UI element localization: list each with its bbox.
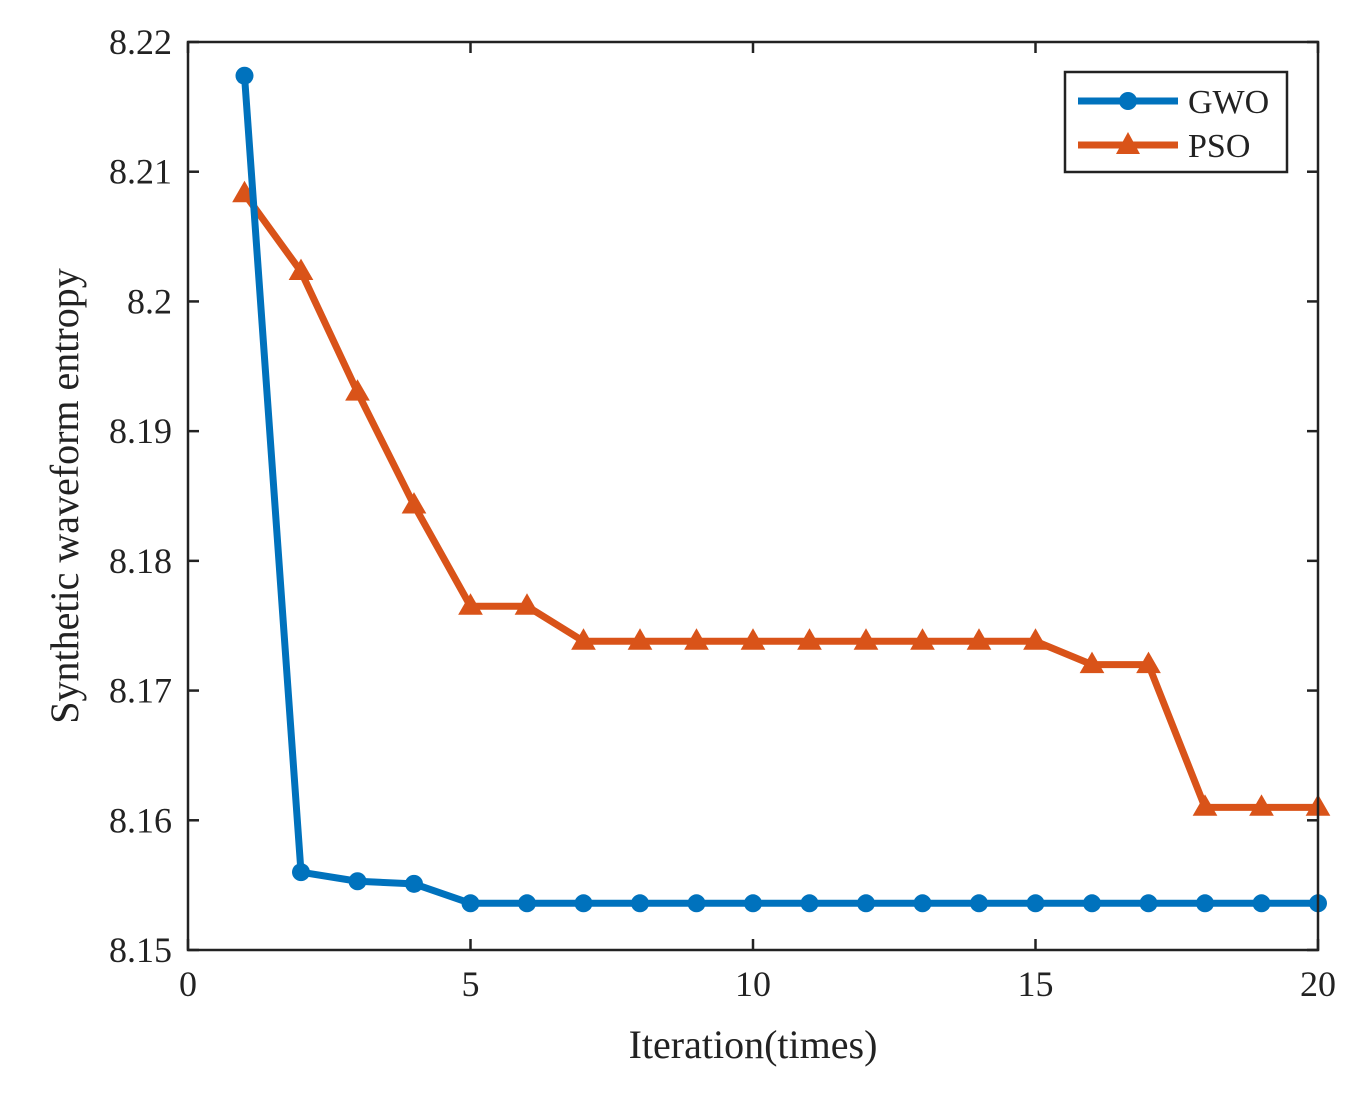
y-tick-label: 8.19: [109, 411, 172, 451]
legend-marker-gwo: [1119, 92, 1137, 110]
plot-frame: [186, 40, 1320, 952]
legend-marker-pso: [1116, 132, 1140, 154]
data-point-gwo: [405, 874, 423, 893]
y-tick-label: 8.15: [109, 930, 172, 970]
data-point-pso: [853, 628, 879, 650]
x-tick-label: 10: [735, 964, 771, 1004]
x-tick-label: 0: [179, 964, 197, 1004]
x-tick-label: 20: [1300, 964, 1336, 1004]
y-tick-label: 8.21: [109, 152, 172, 192]
data-point-gwo: [1083, 894, 1101, 913]
y-axis-label: Synthetic waveform entropy: [42, 268, 87, 723]
data-point-pso: [401, 492, 427, 514]
data-point-pso: [1023, 628, 1048, 650]
data-point-pso: [1079, 651, 1105, 674]
data-point-gwo: [574, 894, 593, 913]
data-point-gwo: [348, 872, 367, 891]
data-point-pso: [1249, 794, 1274, 816]
legend-label-gwo: GWO: [1188, 84, 1269, 121]
data-point-gwo: [518, 894, 536, 913]
data-point-gwo: [631, 894, 649, 913]
data-point-gwo: [913, 894, 932, 913]
data-point-gwo: [744, 894, 762, 913]
data-point-pso: [627, 628, 653, 650]
data-point-gwo: [461, 894, 480, 913]
data-point-pso: [345, 379, 370, 401]
y-tick-label: 8.16: [109, 800, 172, 840]
plot-background: [188, 42, 1318, 950]
data-point-gwo: [235, 66, 254, 85]
data-point-pso: [288, 258, 314, 281]
legend-box: [1063, 70, 1289, 174]
data-point-gwo: [1139, 894, 1158, 913]
data-point-gwo: [857, 894, 875, 913]
data-point-gwo: [1196, 894, 1214, 913]
data-point-pso: [966, 628, 992, 650]
data-point-pso: [1192, 794, 1218, 816]
data-point-pso: [740, 628, 766, 650]
x-axis-label: Iteration(times): [629, 1022, 878, 1067]
data-point-gwo: [292, 863, 310, 882]
data-point-pso: [514, 593, 540, 615]
series-line-pso: [241, 191, 1318, 811]
x-tick-label: 5: [462, 964, 480, 1004]
legend: GWO PSO: [1063, 70, 1289, 174]
y-tick-label: 8.18: [109, 541, 172, 581]
data-point-pso: [571, 628, 596, 650]
data-point-pso: [797, 628, 822, 650]
data-point-pso: [1136, 651, 1161, 674]
y-tick-label: 8.2: [127, 281, 172, 321]
y-tick-label: 8.17: [109, 671, 172, 711]
x-tick-label: 15: [1018, 964, 1054, 1004]
data-point-gwo: [800, 894, 819, 913]
data-point-gwo: [1252, 894, 1271, 913]
series-line-gwo: [241, 75, 1318, 907]
data-point-gwo: [970, 894, 988, 913]
y-tick-label: 8.22: [109, 22, 172, 62]
series-layer: [232, 66, 1331, 913]
data-point-pso: [910, 628, 935, 650]
data-point-gwo: [687, 894, 706, 913]
legend-label-pso: PSO: [1188, 128, 1250, 165]
data-point-pso: [684, 628, 709, 650]
data-point-gwo: [1026, 894, 1045, 913]
data-point-pso: [458, 593, 483, 615]
